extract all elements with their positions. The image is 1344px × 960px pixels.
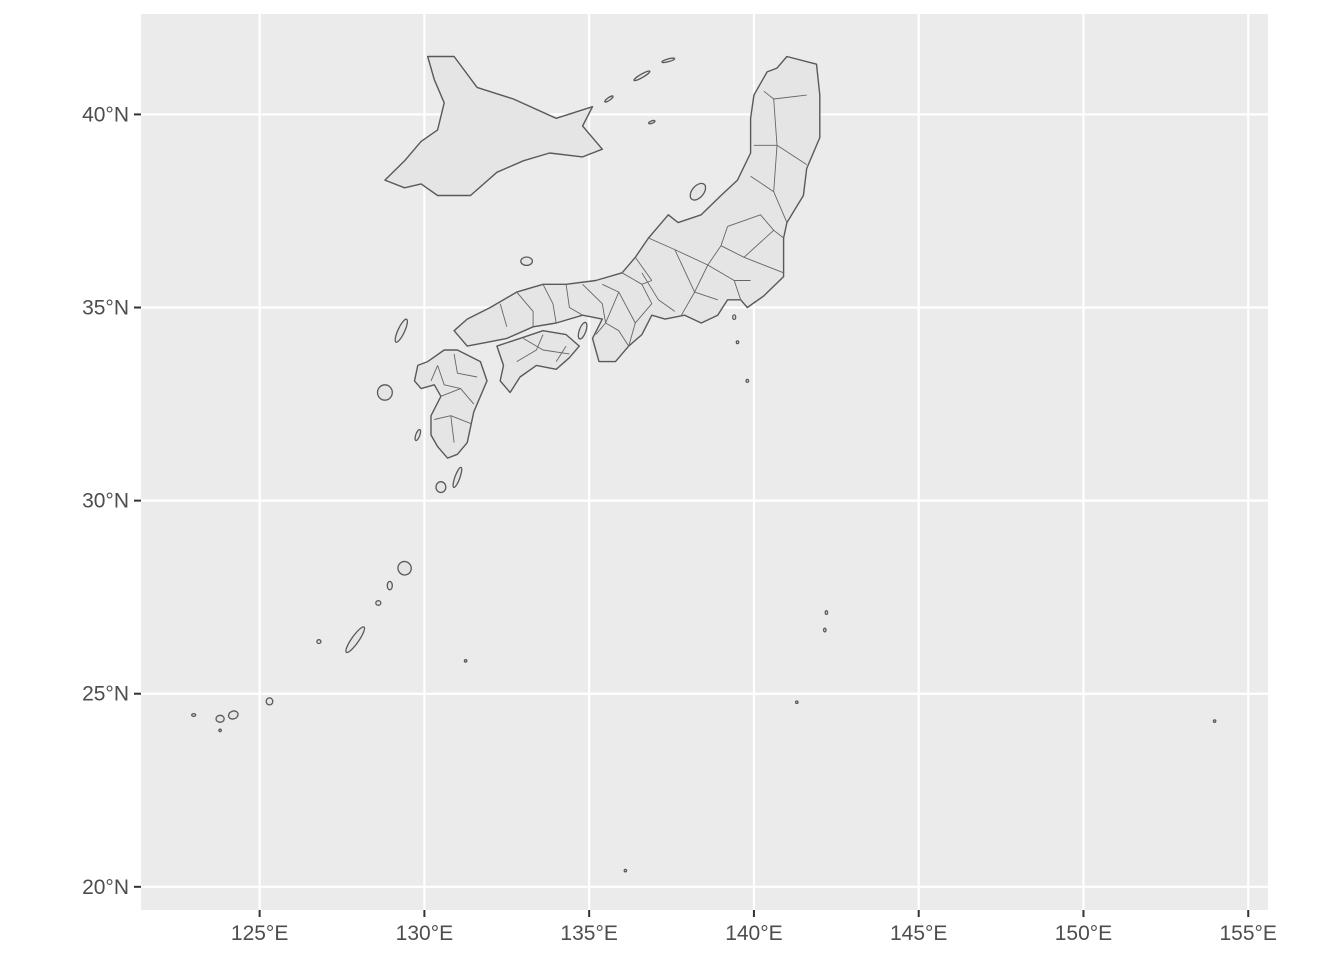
island-hateruma [218, 728, 222, 733]
prefecture-border [618, 291, 636, 347]
prefecture-border [437, 365, 461, 390]
island-yakushima [435, 481, 447, 494]
x-tick-label: 155°E [1220, 922, 1277, 945]
island-kurile-3 [604, 95, 614, 103]
prefecture-border [565, 284, 583, 316]
land-layer [384, 55, 821, 459]
x-tick-label: 125°E [231, 922, 288, 945]
honshu-landmass [453, 55, 821, 363]
prefecture-border [602, 283, 620, 316]
y-tick-label: 25°N [82, 683, 129, 706]
island-kurile-1 [633, 70, 651, 82]
hokkaido-landmass [384, 55, 603, 197]
axis-ticks [134, 113, 1250, 917]
y-tick-label: 30°N [82, 490, 129, 513]
prefecture-border [605, 322, 630, 347]
y-tick-label: 20°N [82, 876, 129, 899]
prefecture-border [674, 249, 696, 316]
island-iriomote [215, 714, 225, 723]
prefecture-border [516, 334, 544, 362]
prefecture-border [733, 280, 742, 300]
island-okinawa [345, 626, 366, 654]
island-layer [191, 57, 1217, 873]
prefecture-border [707, 245, 751, 281]
island-amami [397, 560, 412, 576]
prefecture-border [523, 338, 570, 355]
island-kurile-4 [648, 119, 656, 125]
prefecture-border [634, 257, 653, 281]
x-axis-labels: 125°E 130°E 135°E 140°E 145°E 150°E 155°E [231, 922, 1277, 945]
island-hahajima [822, 627, 827, 633]
prefecture-border [634, 284, 653, 324]
x-tick-label: 130°E [396, 922, 453, 945]
island-oki [520, 256, 534, 267]
prefecture-border [516, 291, 534, 327]
island-tsushima [394, 318, 409, 343]
island-tanegashima [452, 466, 463, 489]
island-miyako [265, 697, 274, 706]
shikoku-landmass [496, 330, 580, 394]
island-ishigaki [227, 710, 239, 720]
island-goto [376, 384, 393, 401]
prefecture-border [720, 226, 775, 258]
island-okinotorishima [623, 868, 628, 873]
island-minamitorishima [1212, 719, 1217, 723]
island-miyake [735, 340, 740, 345]
plot-panel [141, 14, 1268, 910]
island-okinoerabu [375, 600, 382, 606]
y-tick-label: 35°N [82, 297, 129, 320]
prefecture-border [727, 214, 784, 239]
island-izu-oshima [732, 314, 737, 321]
island-kurile-2 [661, 57, 676, 64]
x-tick-label: 150°E [1055, 922, 1112, 945]
island-chichijima [824, 610, 829, 616]
island-awaji [577, 321, 588, 340]
prefecture-border [430, 365, 439, 382]
prefecture-border [743, 256, 784, 274]
island-sado [689, 182, 707, 201]
prefecture-border [555, 345, 567, 362]
y-axis-labels: 20°N 25°N 30°N 35°N 40°N [82, 103, 129, 898]
island-kume [316, 639, 322, 645]
y-tick-label: 40°N [82, 103, 129, 126]
island-hachijo [745, 378, 750, 384]
x-tick-label: 140°E [725, 922, 782, 945]
x-tick-label: 145°E [890, 922, 947, 945]
prefecture-borders [430, 90, 807, 443]
prefecture-border [499, 303, 508, 327]
prefecture-border [453, 353, 478, 378]
prefecture-border [648, 237, 708, 266]
prefecture-border [440, 388, 475, 405]
island-yonaguni [191, 712, 197, 718]
prefecture-border [582, 283, 607, 324]
island-tokunoshima [386, 580, 393, 591]
prefecture-border [542, 284, 557, 324]
island-iwo [794, 700, 799, 705]
prefecture-border [750, 175, 774, 193]
prefecture-border [450, 415, 455, 443]
x-tick-label: 135°E [560, 922, 617, 945]
island-koshiki [414, 428, 422, 442]
island-daito [463, 659, 468, 663]
